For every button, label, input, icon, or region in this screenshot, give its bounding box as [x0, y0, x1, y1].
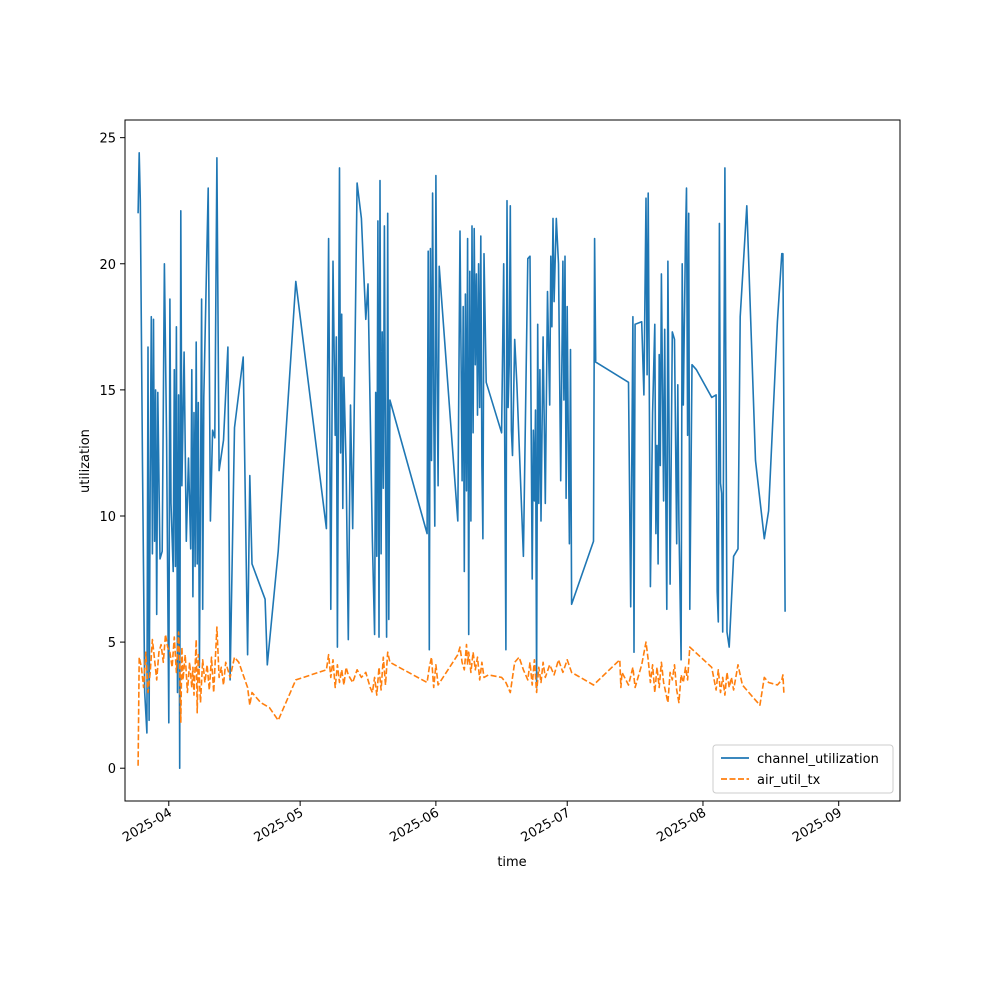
- legend: channel_utilization air_util_tx: [712, 744, 894, 794]
- series-line-air-util-tx: [137, 626, 785, 766]
- y-tick-label: 5: [108, 636, 116, 651]
- y-tick-label: 10: [99, 510, 116, 525]
- y-tick-label: 15: [99, 384, 116, 399]
- legend-label-channel-utilization: channel_utilization: [757, 752, 879, 767]
- legend-label-air-util-tx: air_util_tx: [757, 773, 821, 788]
- y-axis-label: utilization: [78, 429, 93, 493]
- y-tick-label: 0: [108, 762, 116, 777]
- y-axis: 0 5 10 15 20 25: [99, 132, 125, 777]
- plot-area: [137, 152, 786, 770]
- axes-frame: [124, 119, 901, 802]
- y-tick-label: 20: [99, 258, 116, 273]
- series-line-channel-utilization: [137, 152, 786, 770]
- y-tick-label: 25: [99, 132, 116, 147]
- legend-box: [712, 744, 894, 794]
- x-axis-label: time: [497, 855, 526, 870]
